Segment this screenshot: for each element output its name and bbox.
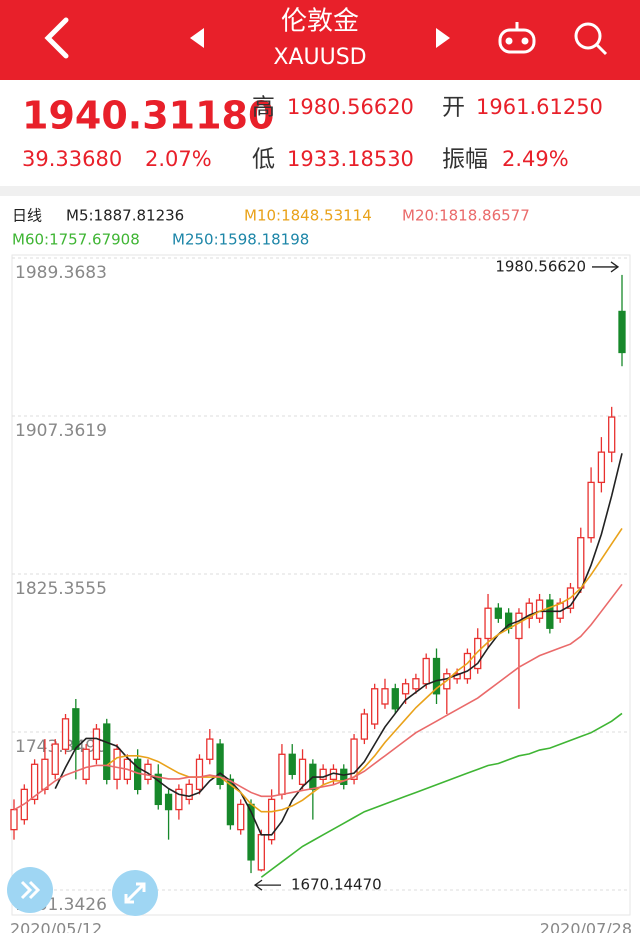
change-pct: 2.07% xyxy=(145,147,212,171)
candle-body xyxy=(608,416,616,453)
candle-body xyxy=(597,451,606,484)
amplitude-label: 振幅 xyxy=(442,147,488,173)
candle-body xyxy=(350,738,358,780)
candle-body xyxy=(381,688,389,705)
y-tick-label: 1825.3555 xyxy=(15,579,107,599)
low-label: 低 xyxy=(252,147,275,173)
candle-body xyxy=(319,768,327,780)
legend-entry: M5:1887.81236 xyxy=(66,207,184,225)
candle-body xyxy=(525,602,533,619)
candle-body xyxy=(587,481,595,539)
candle-body xyxy=(535,599,544,619)
candle-body xyxy=(278,753,286,796)
candle-body xyxy=(401,683,410,695)
back-button[interactable] xyxy=(44,17,69,59)
candle-body xyxy=(515,612,523,640)
subtitle: XAUUSD xyxy=(273,45,366,70)
candle-body xyxy=(298,758,307,785)
candle-body xyxy=(103,723,111,780)
candle-body xyxy=(618,310,626,354)
legend-entry: M60:1757.67908 xyxy=(12,231,140,249)
marker-arrowhead xyxy=(610,261,620,273)
candle-body xyxy=(267,798,276,841)
legend-entry: M10:1848.53114 xyxy=(244,207,372,225)
candle-body xyxy=(195,758,204,791)
candle-body xyxy=(10,808,18,831)
candle-body xyxy=(61,718,70,750)
candle-body xyxy=(288,753,296,775)
open-label: 开 xyxy=(442,95,465,121)
marker-label: 1670.14470 xyxy=(291,876,382,894)
legend-entry: M20:1818.86577 xyxy=(402,207,530,225)
x-tick-label: 2020/07/28 xyxy=(540,920,632,934)
candle-body xyxy=(30,763,39,801)
candle-body xyxy=(546,599,554,629)
marker-label: 1980.56620 xyxy=(495,257,586,275)
expand-icon xyxy=(20,880,41,900)
price: 1940.31180 xyxy=(22,94,274,138)
candle-body xyxy=(371,688,379,725)
candle-body xyxy=(432,657,441,695)
candle-body xyxy=(494,607,502,619)
change: 39.33680 xyxy=(22,147,122,171)
candle-body xyxy=(577,537,585,589)
candle-body xyxy=(360,713,369,740)
ma-line xyxy=(13,583,623,811)
plot: 1989.36831907.36191825.35551743.34901661… xyxy=(10,257,630,915)
candle-body xyxy=(185,783,193,801)
candle-body xyxy=(484,607,492,640)
amplitude-value: 2.49% xyxy=(502,147,569,171)
low-value: 1933.18530 xyxy=(287,147,414,171)
candle-body xyxy=(422,657,430,685)
candle-body xyxy=(474,637,482,670)
candle-body xyxy=(237,803,245,831)
candle-body xyxy=(216,743,224,785)
candle-body xyxy=(257,833,265,871)
title: 伦敦金 xyxy=(281,7,359,37)
candle-body xyxy=(113,748,121,780)
high-label: 高 xyxy=(252,95,275,121)
candle-body xyxy=(92,728,101,760)
prev-button[interactable] xyxy=(190,28,204,48)
plot-frame xyxy=(11,254,631,916)
candle-body xyxy=(175,788,183,811)
candle-body xyxy=(72,708,80,750)
candle-body xyxy=(340,768,348,785)
legend-entry: M250:1598.18198 xyxy=(172,231,309,249)
search-button[interactable] xyxy=(574,22,608,56)
next-button[interactable] xyxy=(436,28,450,48)
robot-button[interactable] xyxy=(498,22,536,54)
ma-line xyxy=(260,712,623,878)
candle-body xyxy=(51,743,59,775)
candle-body xyxy=(164,793,173,811)
candle-body xyxy=(391,688,399,710)
candle-body xyxy=(41,758,49,791)
separator xyxy=(0,186,640,196)
ma-line xyxy=(54,453,623,836)
ma-line xyxy=(106,527,623,813)
fullscreen-icon xyxy=(124,882,146,904)
candle-body xyxy=(206,738,214,760)
marker-arrowhead xyxy=(253,879,263,891)
x-tick-label: 2020/05/12 xyxy=(10,920,102,934)
open-value: 1961.61250 xyxy=(476,95,603,119)
high-value: 1980.56620 xyxy=(287,95,414,119)
candle-body xyxy=(154,773,162,806)
candle-body xyxy=(226,778,235,826)
candle-body xyxy=(82,748,90,780)
y-tick-label: 1907.3619 xyxy=(15,421,107,441)
period-label[interactable]: 日线 xyxy=(12,207,42,225)
candle-body xyxy=(463,652,472,680)
y-tick-label: 1989.3683 xyxy=(15,263,107,283)
candle-body xyxy=(412,678,420,690)
